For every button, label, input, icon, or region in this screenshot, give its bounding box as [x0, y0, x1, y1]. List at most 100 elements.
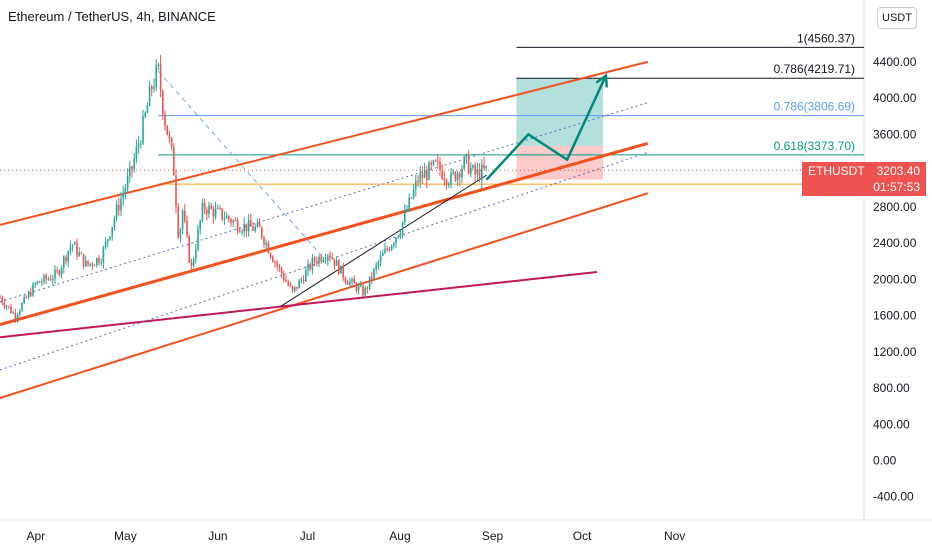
candle-body — [8, 306, 10, 308]
y-axis[interactable]: 4400.004000.003600.003200.002800.002400.… — [873, 55, 917, 504]
candle-body — [300, 279, 303, 281]
candle-body — [434, 160, 437, 162]
candle-body — [316, 261, 318, 264]
candle-body — [195, 249, 197, 260]
candle-body — [395, 237, 397, 244]
candle-body — [38, 281, 41, 283]
candle-body — [250, 220, 252, 227]
candle-body — [338, 260, 340, 274]
candle-body — [122, 193, 124, 199]
candle-body — [228, 215, 230, 220]
candle-body — [298, 280, 300, 289]
candle-body — [280, 267, 283, 274]
y-tick-label: -400.00 — [873, 490, 914, 504]
candle-body — [408, 197, 410, 210]
candle-body — [445, 180, 448, 185]
candle-body — [344, 277, 347, 283]
candle-body — [107, 239, 109, 242]
projection-arrowhead — [595, 73, 609, 88]
x-tick-label: May — [114, 529, 137, 543]
candle-body — [181, 210, 184, 230]
candle-body — [54, 270, 56, 280]
candle-body — [415, 180, 417, 190]
candle-body — [373, 269, 375, 279]
candle-body — [120, 198, 122, 211]
candle-body — [472, 165, 474, 168]
candle-body — [375, 264, 377, 270]
candle-body — [45, 275, 47, 280]
candle-body — [175, 175, 177, 207]
candle-body — [267, 242, 270, 254]
candle-body — [177, 206, 179, 238]
candle-body — [12, 312, 14, 314]
candle-body — [245, 223, 248, 232]
candle-body — [109, 236, 111, 240]
candle-body — [74, 242, 76, 245]
candle-body — [478, 169, 481, 181]
candle-body — [329, 255, 331, 258]
candle-body — [210, 205, 212, 209]
candle-body — [184, 210, 186, 221]
candle-body — [111, 226, 113, 237]
candle-body — [197, 229, 199, 250]
candle-body — [272, 257, 274, 263]
candle-body — [410, 197, 413, 199]
candle-body — [386, 248, 388, 250]
candle-body — [283, 273, 285, 281]
y-tick-label: 2400.00 — [873, 236, 917, 250]
candle-body — [426, 171, 428, 180]
candle-body — [287, 281, 289, 286]
candle-body — [305, 270, 307, 282]
candle-body — [393, 243, 395, 246]
candle-body — [357, 285, 360, 291]
candle-body — [69, 246, 72, 252]
support-line — [0, 271, 598, 339]
candle-body — [417, 180, 419, 183]
candle-body — [243, 223, 245, 232]
candle-body — [217, 207, 219, 209]
x-tick-label: Nov — [664, 529, 685, 543]
candle-body — [485, 165, 487, 169]
candle-body — [456, 173, 459, 181]
candle-body — [98, 258, 100, 263]
candle-body — [173, 146, 175, 176]
y-tick-label: 3600.00 — [873, 127, 917, 141]
projection-line — [485, 74, 608, 181]
candle-body — [157, 64, 160, 67]
candle-body — [124, 188, 127, 194]
fib-label: 1(4560.37) — [797, 31, 855, 45]
channel-lower — [0, 192, 649, 399]
candle-body — [340, 265, 342, 274]
currency-unit-button[interactable]: USDT — [877, 7, 917, 29]
x-axis[interactable]: Apr May Jun Jul Aug Sep Oct Nov — [26, 529, 685, 543]
candle-body — [142, 116, 144, 144]
candle-body — [203, 202, 206, 211]
candle-body — [401, 222, 404, 234]
y-tick-label: 800.00 — [873, 381, 910, 395]
candle-body — [322, 260, 325, 262]
x-tick-label: Apr — [26, 529, 45, 543]
candle-body — [76, 242, 78, 256]
candle-body — [1, 297, 3, 303]
candle-body — [384, 248, 386, 254]
candle-body — [364, 287, 366, 296]
candle-body — [252, 226, 254, 231]
stop-zone — [516, 145, 603, 180]
last-price-badge: ETHUSDT 3203.40 01:57:53 — [802, 162, 926, 196]
candle-body — [439, 161, 441, 171]
candle-body — [454, 172, 457, 181]
candle-body — [443, 178, 446, 181]
candle-body — [93, 265, 96, 267]
candle-body — [186, 220, 188, 236]
candle-body — [241, 231, 243, 233]
candle-body — [10, 306, 12, 314]
candle-body — [320, 256, 322, 262]
chart-grid — [0, 0, 932, 521]
y-tick-label: 1600.00 — [873, 309, 917, 323]
candle-body — [285, 280, 287, 282]
candle-body — [349, 281, 351, 285]
candle-body — [232, 220, 234, 223]
candle-body — [230, 219, 232, 223]
candle-body — [78, 252, 80, 256]
